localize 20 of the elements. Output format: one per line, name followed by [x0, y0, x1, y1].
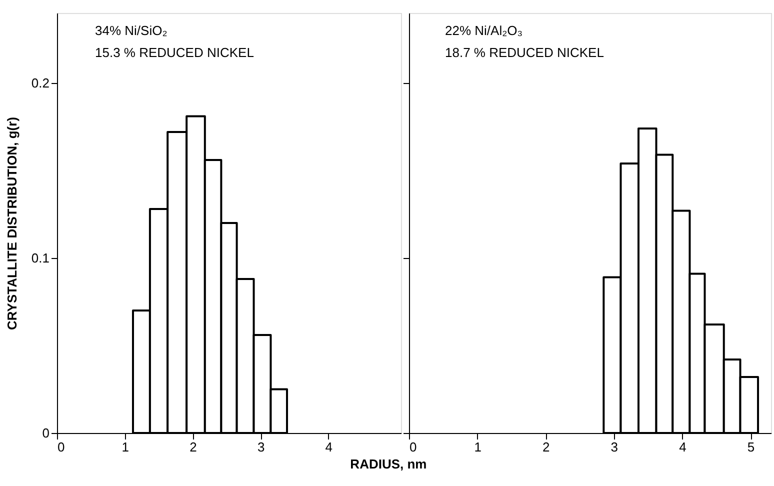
x-tick-label: 4 — [679, 440, 686, 454]
x-tick-label: 2 — [190, 440, 197, 454]
x-tick-label: 0 — [58, 440, 65, 454]
annotation: 18.7 % REDUCED NICKEL — [445, 45, 604, 60]
annotation: 15.3 % REDUCED NICKEL — [95, 45, 254, 60]
y-tick-label: 0 — [42, 426, 50, 440]
x-tick-label: 2 — [542, 440, 550, 454]
y-axis-title: CRYSTALLITE DISTRIBUTION, g(r) — [4, 116, 20, 330]
x-tick-label: 4 — [325, 440, 333, 454]
x-tick-label: 1 — [474, 440, 482, 454]
x-tick-label: 0 — [410, 440, 417, 454]
x-tick-label: 3 — [257, 440, 265, 454]
x-axis-title: RADIUS, nm — [350, 456, 427, 472]
y-tick-label: 0.2 — [31, 76, 50, 90]
x-tick-label: 5 — [747, 440, 755, 454]
annotation: 34% Ni/SiO₂ — [95, 23, 168, 38]
annotation: 22% Ni/Al₂O₃ — [445, 23, 523, 38]
x-tick-label: 1 — [122, 440, 129, 454]
y-tick-label: 0.1 — [31, 250, 50, 266]
x-tick-label: 3 — [610, 440, 618, 454]
